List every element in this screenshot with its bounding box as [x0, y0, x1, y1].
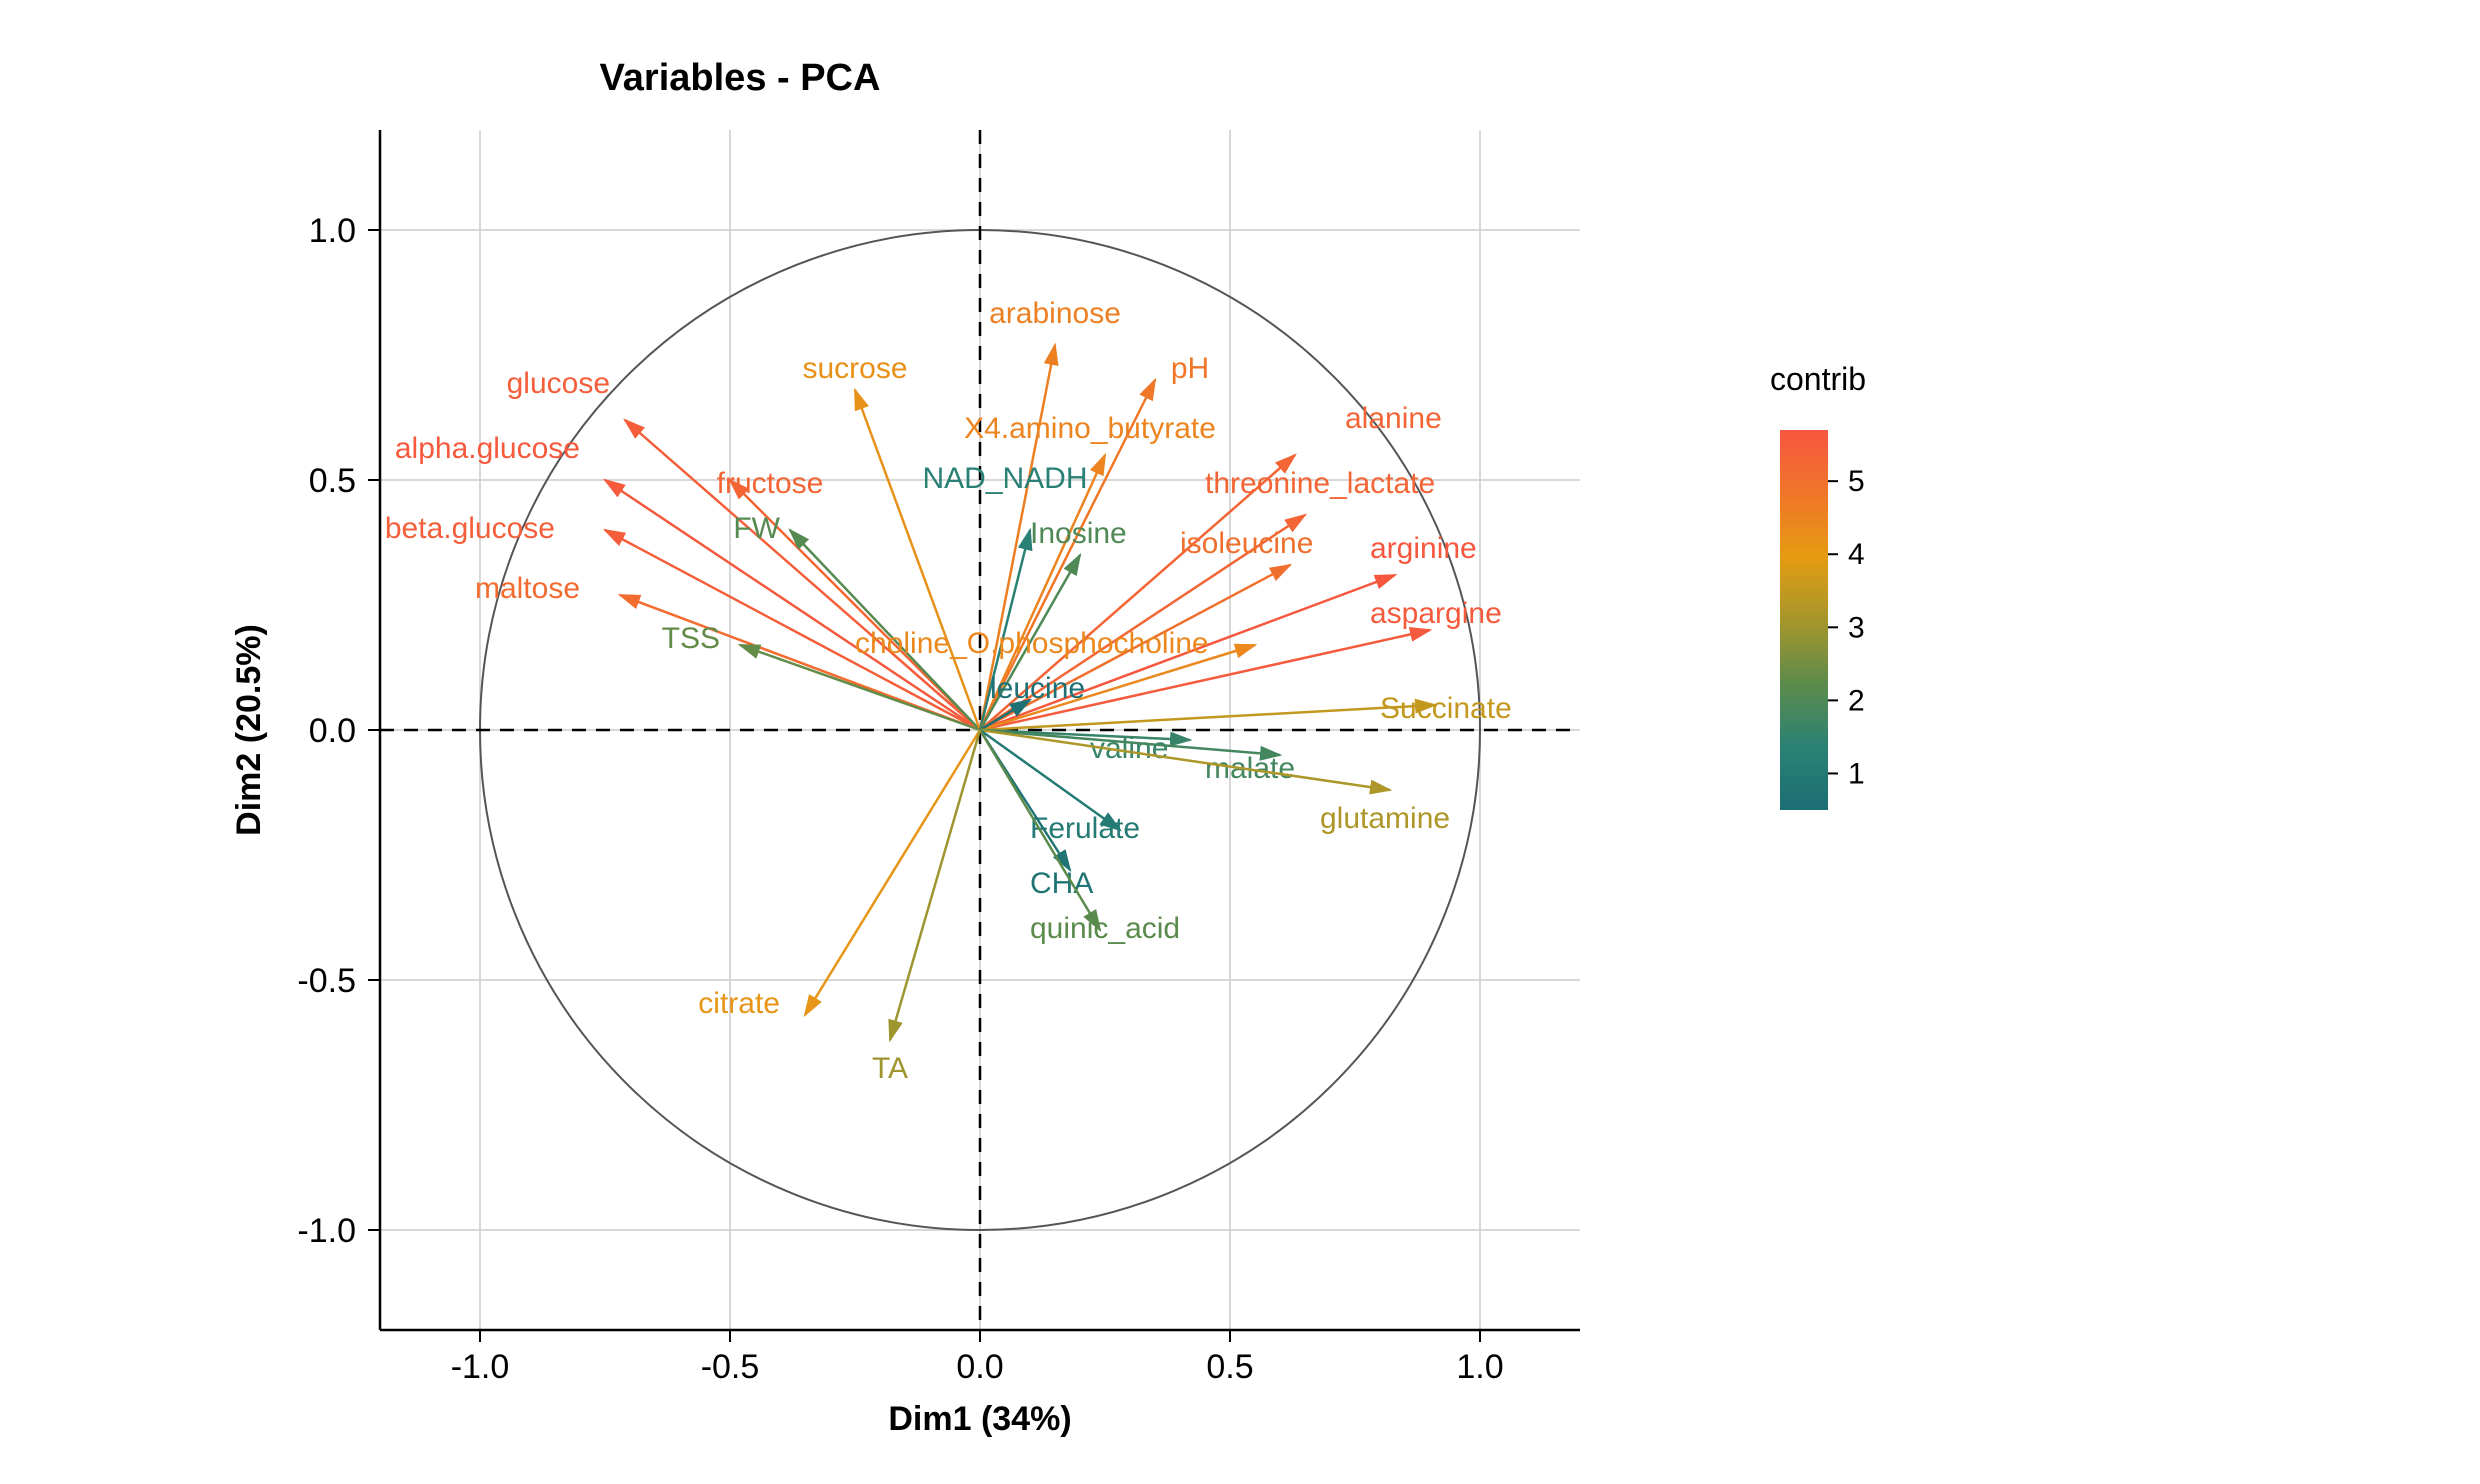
x-tick-label: 1.0 — [1456, 1348, 1503, 1386]
legend-tick-label: 3 — [1848, 611, 1865, 644]
variable-label: choline_O.phosphocholine — [855, 627, 1209, 660]
variable-label: X4.amino_butyrate — [964, 412, 1216, 445]
x-tick-label: 0.0 — [956, 1348, 1003, 1386]
variable-label: FW — [733, 512, 780, 545]
variable-label: alpha.glucose — [395, 432, 580, 465]
variable-label: TSS — [662, 622, 720, 655]
y-tick-label: -0.5 — [297, 962, 356, 1000]
variable-label: arabinose — [989, 297, 1121, 330]
variable-label: aspargine — [1370, 597, 1502, 630]
legend-tick-label: 4 — [1848, 538, 1865, 571]
variable-label: arginine — [1370, 532, 1477, 565]
y-tick-label: -1.0 — [297, 1212, 356, 1250]
variable-label: isoleucine — [1180, 527, 1313, 560]
variable-label: CHA — [1030, 867, 1093, 900]
y-tick-label: 0.0 — [309, 712, 356, 750]
variable-label: glutamine — [1320, 802, 1450, 835]
legend-tick-label: 5 — [1848, 465, 1865, 498]
variable-label: Succinate — [1380, 692, 1512, 725]
x-tick-label: -0.5 — [701, 1348, 760, 1386]
legend-colorbar — [1780, 430, 1828, 810]
x-tick-label: 0.5 — [1206, 1348, 1253, 1386]
legend-tick-label: 1 — [1848, 757, 1865, 790]
variable-label: threonine_lactate — [1205, 467, 1435, 500]
variable-label: maltose — [475, 572, 580, 605]
y-tick-label: 0.5 — [309, 462, 356, 500]
variable-label: Inosine — [1030, 517, 1127, 550]
y-tick-label: 1.0 — [309, 212, 356, 250]
variable-label: sucrose — [802, 352, 907, 385]
variable-label: TA — [872, 1052, 908, 1085]
x-axis-label: Dim1 (34%) — [888, 1400, 1071, 1438]
variable-label: fructose — [717, 467, 824, 500]
variable-label: beta.glucose — [385, 512, 555, 545]
legend-title: contrib — [1770, 361, 1866, 397]
variable-label: leucine — [990, 672, 1085, 705]
plot-title: Variables - PCA — [600, 57, 881, 99]
legend-tick-label: 2 — [1848, 684, 1865, 717]
variable-label: glucose — [507, 367, 610, 400]
variable-label: alanine — [1345, 402, 1442, 435]
variable-label: quinic_acid — [1030, 912, 1180, 945]
variable-label: pH — [1171, 352, 1209, 385]
pca-variables-plot: Variables - PCA glucose alpha.glucose beta.… — [200, 40, 2100, 1455]
x-tick-label: -1.0 — [451, 1348, 510, 1386]
y-axis-label: Dim2 (20.5%) — [230, 624, 268, 836]
variable-label: NAD_NADH — [922, 462, 1087, 495]
variable-label: citrate — [698, 987, 780, 1020]
